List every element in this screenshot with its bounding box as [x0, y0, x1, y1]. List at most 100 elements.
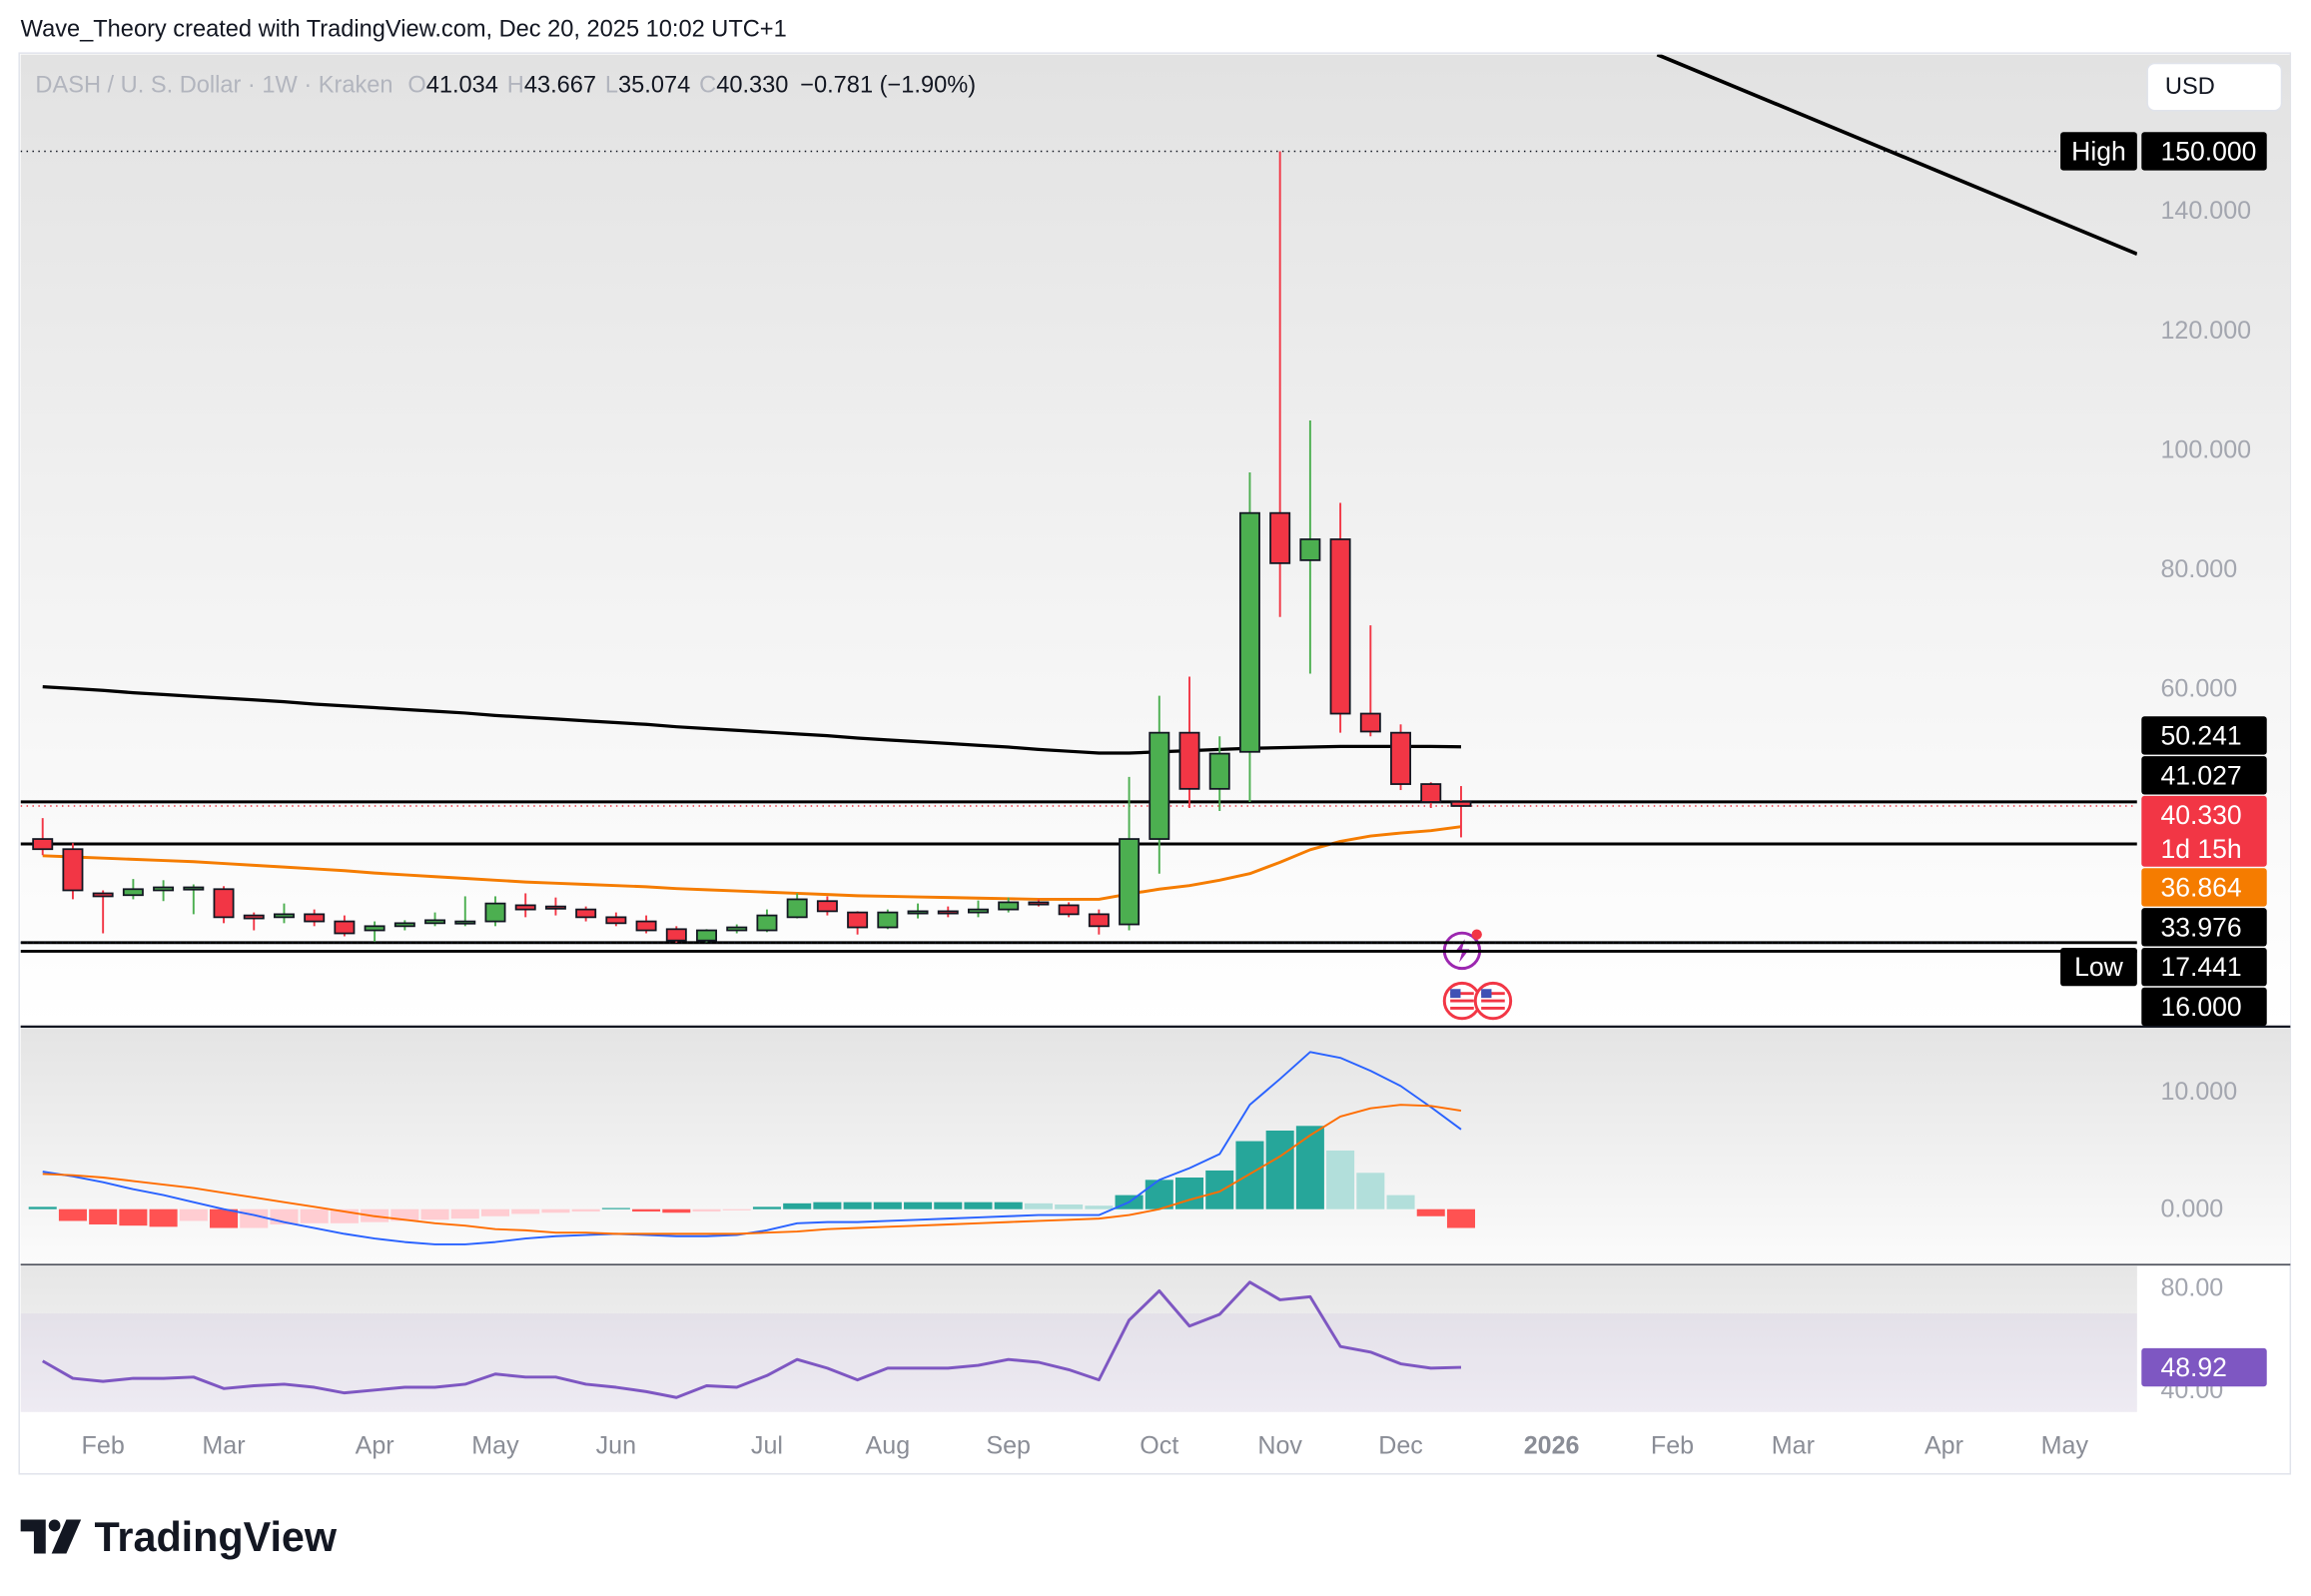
macd-histogram-bar: [1145, 1180, 1173, 1209]
logo-mark: [51, 1519, 82, 1554]
price-label: 33.976: [2160, 912, 2241, 942]
macd-histogram-bar: [210, 1208, 239, 1228]
flag-canton: [1450, 989, 1461, 999]
y-tick-label: 60.000: [2160, 674, 2237, 702]
macd-histogram-bar: [1295, 1126, 1324, 1209]
candle-body: [1238, 511, 1260, 753]
macd-histogram-bar: [722, 1208, 751, 1210]
x-tick-label: Apr: [356, 1432, 394, 1460]
price-label-box: [2141, 947, 2267, 987]
candle-body: [1390, 731, 1412, 785]
x-tick-label: May: [2041, 1432, 2089, 1460]
candle-body: [635, 920, 657, 932]
candle-body: [62, 848, 84, 892]
price-tag: Low: [2074, 952, 2124, 982]
ohlc-value: 41.034: [426, 73, 498, 99]
macd-histogram-bar: [632, 1208, 661, 1212]
candle-body: [334, 920, 356, 935]
macd-histogram-bar: [240, 1208, 269, 1228]
macd-histogram-bar: [511, 1208, 540, 1214]
candle-body: [968, 908, 989, 914]
macd-histogram-bar: [450, 1208, 479, 1219]
x-tick-label: Dec: [1378, 1432, 1423, 1460]
currency-button-box[interactable]: [2146, 62, 2283, 112]
candle-body: [1329, 538, 1351, 715]
price-label-box: [2141, 987, 2267, 1027]
candle-body: [92, 892, 114, 898]
macd-histogram-bar: [119, 1208, 148, 1226]
y-tick-label: 80.00: [2160, 1274, 2223, 1302]
brand-logo: TradingView: [20, 1514, 338, 1560]
price-label: 40.330: [2160, 800, 2241, 830]
flag-canton: [1481, 989, 1492, 999]
candle-body: [907, 910, 929, 915]
candle-body: [1149, 731, 1170, 840]
price-label: 17.441: [2160, 952, 2241, 982]
candle-body: [877, 911, 899, 929]
moving-average: [42, 685, 1461, 755]
y-tick-label: 0.000: [2160, 1196, 2223, 1223]
macd-histogram-bar: [390, 1208, 419, 1221]
y-tick-label: 120.000: [2160, 317, 2251, 345]
currency-label[interactable]: USD: [2165, 74, 2215, 100]
candle-body: [243, 914, 265, 920]
price-label: 16.000: [2160, 992, 2241, 1022]
candle-body: [454, 920, 476, 925]
macd-histogram-bar: [994, 1201, 1023, 1209]
candle-body: [183, 886, 205, 891]
candle-body: [544, 905, 566, 910]
macd-histogram-bar: [1174, 1177, 1204, 1209]
candle-body: [605, 916, 627, 925]
price-tag-box: [2060, 132, 2137, 171]
candle-body: [847, 911, 869, 929]
pane-plot: [20, 54, 2137, 953]
candle-body: [1208, 752, 1230, 790]
macd-histogram-bar: [480, 1208, 510, 1216]
macd-histogram-bar: [420, 1208, 449, 1220]
rsi-pane-bg: [20, 1265, 2137, 1412]
ohlc-key: C: [699, 73, 716, 99]
x-tick-label: Feb: [82, 1432, 125, 1460]
symbol: DASH / U. S. Dollar · 1W · Kraken: [35, 73, 392, 99]
candle-body: [364, 925, 385, 932]
candle-body: [1269, 511, 1291, 564]
candle-body: [1058, 904, 1080, 916]
x-tick-label: 2026: [1524, 1432, 1580, 1460]
rsi-line: [41, 1280, 1462, 1399]
candle-body: [122, 888, 144, 897]
candle-body: [424, 919, 446, 925]
rsi-label: 48.92: [2160, 1352, 2226, 1382]
macd-histogram-bar: [541, 1208, 570, 1213]
candle-body: [1088, 913, 1110, 928]
x-tick-label: Aug: [866, 1432, 911, 1460]
event-dot: [1471, 929, 1482, 940]
price-tag: High: [2071, 136, 2126, 166]
candle-body: [1359, 712, 1381, 733]
price-label: 41.027: [2160, 760, 2241, 790]
candle-body: [665, 928, 687, 942]
x-tick-label: Sep: [986, 1432, 1031, 1460]
y-tick-label: 100.000: [2160, 435, 2251, 463]
price-label-box: [2141, 716, 2267, 755]
price-label-box: [2141, 868, 2267, 907]
moving-average: [42, 825, 1462, 901]
candle-body: [816, 900, 838, 913]
macd-histogram-bar: [1356, 1173, 1385, 1209]
x-tick-label: Oct: [1140, 1432, 1178, 1460]
candle-body: [1178, 731, 1200, 790]
pane-plot: [20, 1280, 2137, 1412]
candle-body: [1119, 838, 1141, 926]
candle-body: [1450, 800, 1472, 807]
change: −0.781 (−1.90%): [800, 73, 976, 99]
main-pane-bg: [20, 54, 2291, 1027]
ohlc-value: 40.330: [716, 73, 788, 99]
candle-body: [937, 910, 959, 915]
currency-button[interactable]: USD: [2146, 62, 2283, 112]
price-label-box: [2141, 908, 2267, 947]
price-label-box: [2141, 756, 2267, 795]
candle-body: [726, 926, 748, 932]
macd-histogram-bar: [28, 1206, 57, 1209]
candle-body: [273, 913, 295, 919]
x-tick-label: Mar: [1772, 1432, 1815, 1460]
macd-histogram-bar: [179, 1208, 208, 1221]
